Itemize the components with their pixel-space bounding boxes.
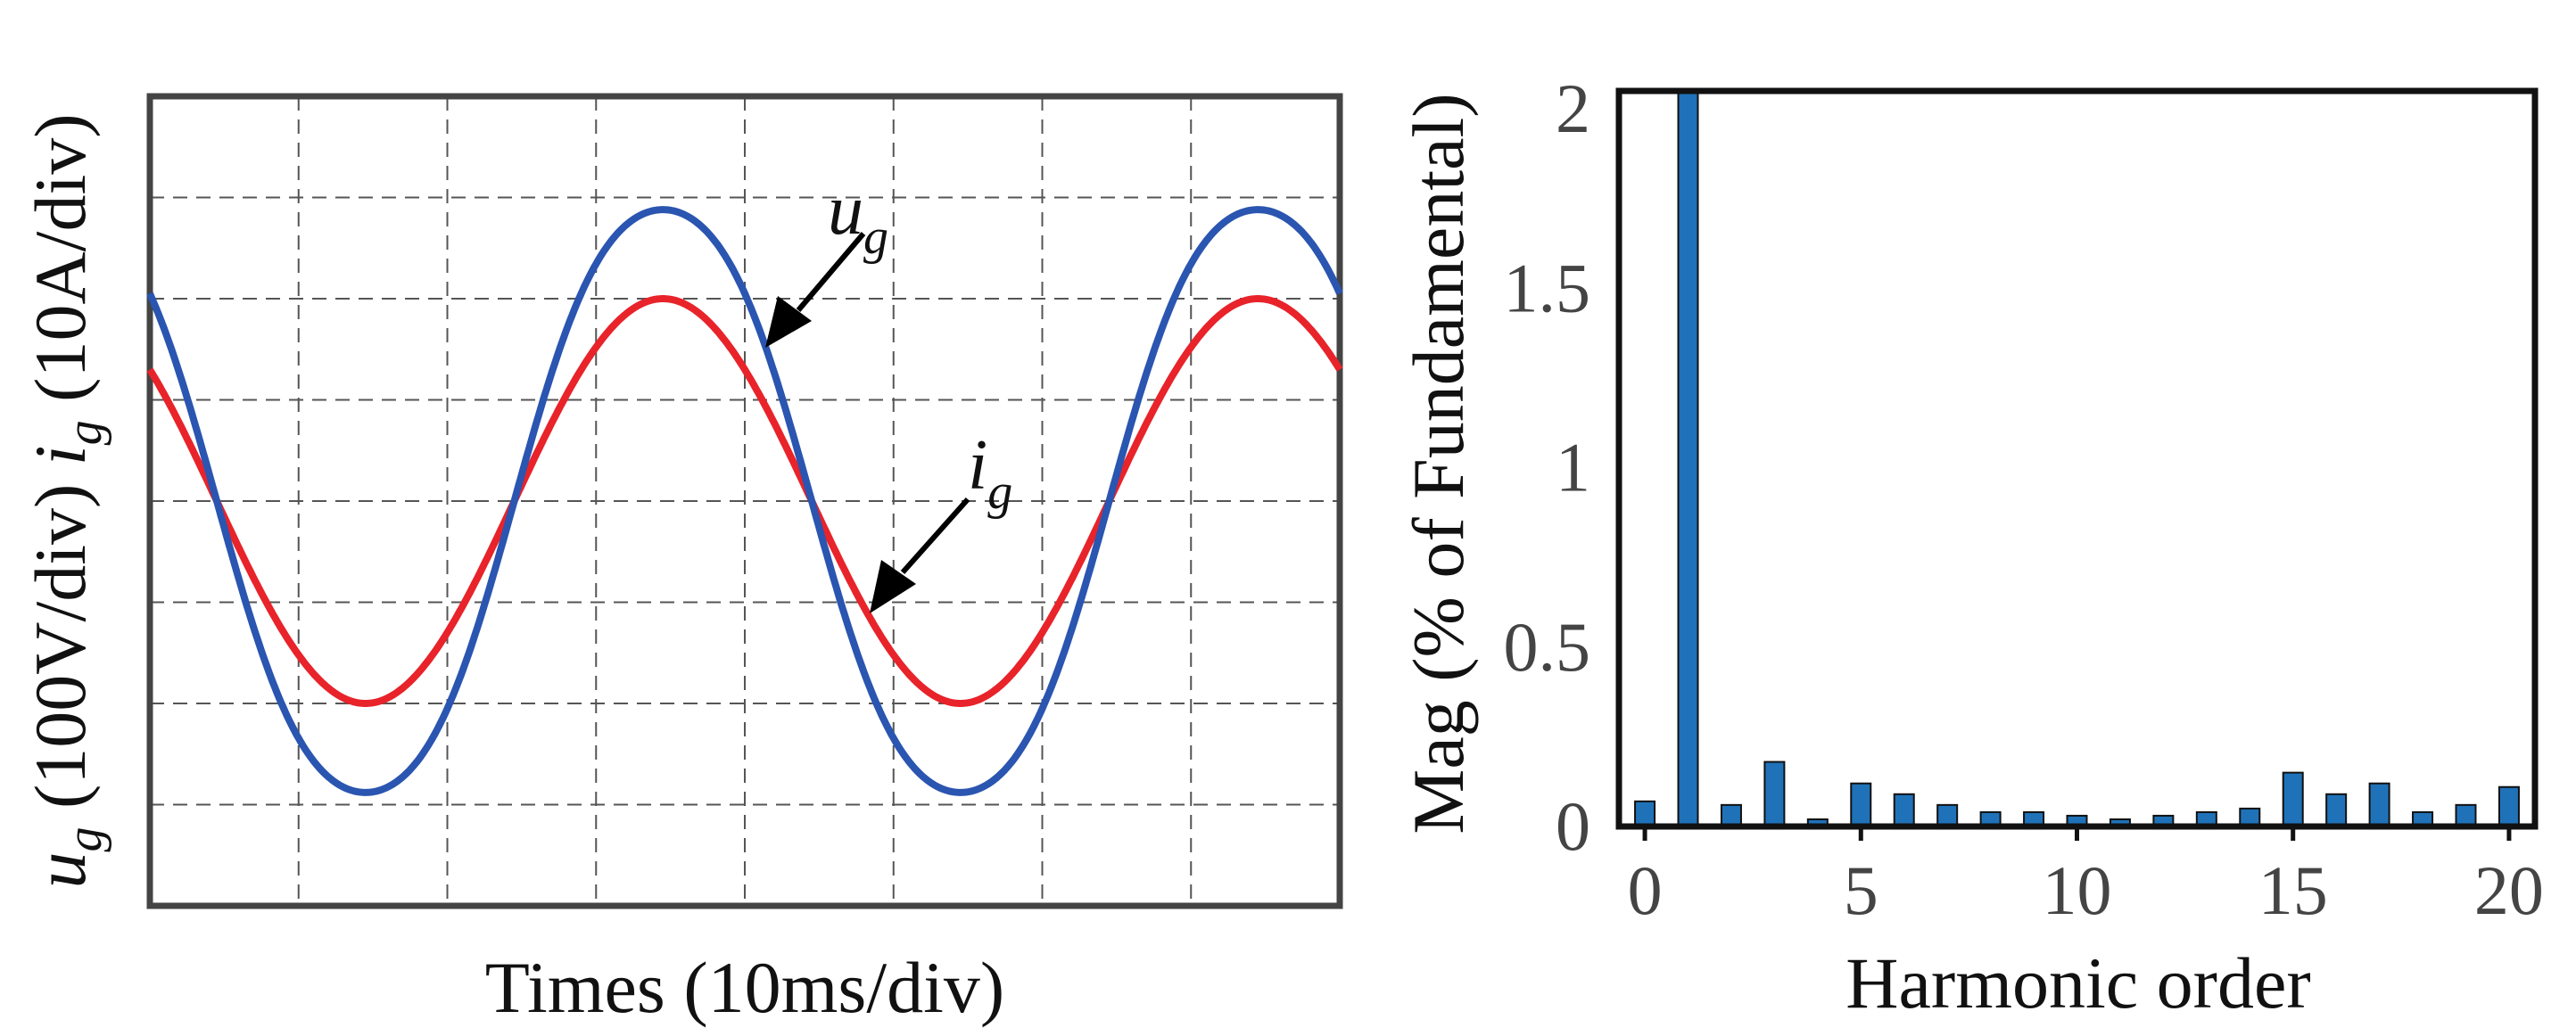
harmonic-x-ticks: 0 5 10 15 20 (1628, 826, 2544, 929)
harmonic-bar-17 (2368, 782, 2390, 828)
harmonic-y-tick-label: 0.5 (1504, 608, 1591, 686)
harmonic-bar-0 (1634, 800, 1656, 828)
waveform-panel: ug ig Times (10ms/div) ug (100V/div) ig … (20, 93, 1343, 1028)
harmonic-x-tick-label: 5 (1844, 851, 1878, 929)
harmonic-bar-16 (2325, 793, 2348, 828)
u-g-trace (146, 206, 1343, 796)
harmonic-plot-frame (1615, 87, 2539, 830)
harmonic-bar-20 (2498, 785, 2520, 827)
harmonic-x-tick-label: 15 (2258, 851, 2328, 929)
harmonic-y-tick-label: 1 (1556, 429, 1590, 506)
u-g-label: ug (828, 171, 888, 265)
harmonic-y-tick-label: 1.5 (1504, 249, 1591, 326)
harmonic-panel: 0 0.5 1 1.5 2 0 5 10 15 20 Harmonic order Mag (%… (1398, 70, 2544, 1024)
harmonic-x-tick-label: 10 (2043, 851, 2112, 929)
waveform-x-axis-title: Times (10ms/div) (485, 947, 1004, 1028)
u-g-annotation: ug (765, 171, 888, 348)
harmonic-x-tick-label: 20 (2474, 851, 2544, 929)
harmonic-bar-5 (1850, 782, 1872, 828)
harmonic-bars (1634, 90, 2520, 828)
harmonic-y-tick-label: 0 (1556, 787, 1590, 865)
harmonic-y-tick-label: 2 (1556, 70, 1590, 147)
i-g-annotation: ig (870, 426, 1012, 613)
harmonic-x-axis-title: Harmonic order (1845, 942, 2310, 1024)
harmonic-bar-7 (1936, 803, 1959, 827)
waveform-grid (150, 96, 1340, 906)
harmonic-x-tick-label: 0 (1628, 851, 1663, 929)
harmonic-bar-6 (1893, 793, 1915, 828)
i-g-arrow-head (870, 560, 916, 613)
i-g-trace (146, 295, 1343, 707)
harmonic-bar-19 (2455, 803, 2477, 827)
harmonic-bar-1 (1677, 90, 1699, 827)
waveform-traces (146, 206, 1343, 796)
i-g-label: ig (968, 426, 1012, 520)
harmonic-bar-2 (1720, 803, 1742, 827)
harmonic-y-axis-title: Mag (% of Fundamental) (1398, 93, 1479, 834)
harmonic-bar-15 (2282, 771, 2304, 828)
harmonic-bar-3 (1763, 761, 1786, 827)
u-g-arrow-head (765, 296, 812, 348)
waveform-plot-frame (146, 93, 1343, 909)
harmonic-y-ticks: 0 0.5 1 1.5 2 (1504, 70, 1591, 865)
waveform-y-axis-title: ug (100V/div) ig (10A/div) (20, 113, 112, 888)
u-g-arrow-shaft (796, 232, 866, 312)
i-g-arrow-shaft (900, 497, 970, 574)
